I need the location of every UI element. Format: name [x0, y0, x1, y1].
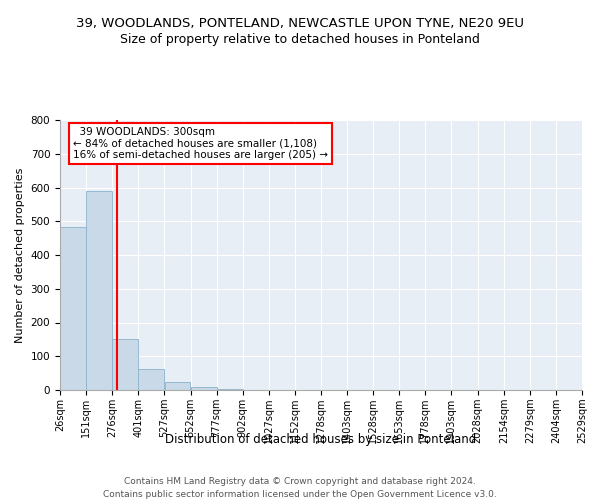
Text: 39 WOODLANDS: 300sqm
← 84% of detached houses are smaller (1,108)
16% of semi-de: 39 WOODLANDS: 300sqm ← 84% of detached h… [73, 126, 328, 160]
Bar [191, 388, 217, 390]
Text: Contains public sector information licensed under the Open Government Licence v3: Contains public sector information licen… [103, 490, 497, 499]
Bar [217, 389, 242, 390]
Bar [86, 191, 112, 390]
Bar [60, 227, 86, 390]
Text: 39, WOODLANDS, PONTELAND, NEWCASTLE UPON TYNE, NE20 9EU: 39, WOODLANDS, PONTELAND, NEWCASTLE UPON… [76, 18, 524, 30]
Text: Contains HM Land Registry data © Crown copyright and database right 2024.: Contains HM Land Registry data © Crown c… [124, 478, 476, 486]
Y-axis label: Number of detached properties: Number of detached properties [15, 168, 25, 342]
Bar [164, 382, 190, 390]
Bar [112, 340, 138, 390]
Bar [139, 369, 164, 390]
Text: Distribution of detached houses by size in Ponteland: Distribution of detached houses by size … [166, 432, 476, 446]
Text: Size of property relative to detached houses in Ponteland: Size of property relative to detached ho… [120, 32, 480, 46]
